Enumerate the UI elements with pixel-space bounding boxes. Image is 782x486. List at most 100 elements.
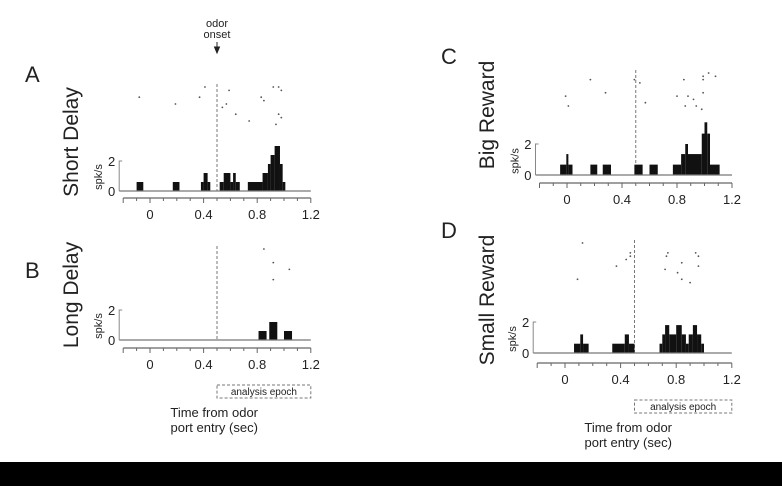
raster-spike (707, 72, 710, 74)
analysis-epoch-label: analysis epoch (231, 387, 297, 398)
raster-spike (676, 95, 678, 97)
analysis-epoch-label: analysis epoch (650, 402, 716, 413)
raster-spike (567, 105, 570, 107)
panel-title: Big Reward (476, 61, 499, 170)
x-tick-label: 1.2 (302, 357, 320, 372)
histogram-bar (580, 334, 584, 353)
histogram-bar (612, 343, 625, 353)
x-axis-label: Time from odor port entry (sec) (584, 420, 672, 450)
histogram-bar (662, 334, 666, 353)
y-axis-label: spk/s (93, 164, 105, 190)
y-axis-label: spk/s (93, 313, 105, 339)
y-axis-label: spk/s (507, 326, 519, 352)
raster-spike (702, 91, 705, 94)
x-axis-label: Time from odor port entry (sec) (170, 405, 258, 435)
histogram-bar (701, 343, 704, 353)
histogram-bar (685, 343, 689, 353)
raster-spike (633, 78, 636, 81)
panel-letter: A (25, 62, 40, 87)
histogram-bar (200, 182, 204, 191)
raster-spike (700, 108, 703, 111)
histogram-bar (707, 133, 710, 175)
bottom-bar (0, 462, 782, 486)
histogram-bar (628, 343, 635, 353)
raster-spike (604, 91, 607, 94)
histogram-bar (665, 325, 670, 353)
x-tick-label: 0.8 (248, 357, 266, 372)
odor-onset-annotation: odor onset (204, 18, 231, 41)
y-scale-bar (118, 309, 123, 340)
histogram-bar (269, 322, 278, 340)
y-scale-bar (535, 143, 539, 175)
x-tick-label: 0.4 (613, 192, 631, 207)
panel-letter: D (441, 218, 457, 243)
x-tick-label: 0 (561, 372, 568, 387)
raster-spike (665, 255, 668, 258)
histogram-bar (602, 164, 611, 175)
raster-spike (198, 96, 201, 99)
raster-spike (221, 106, 224, 109)
raster-spike (260, 96, 263, 99)
raster-spike (204, 86, 206, 88)
raster-spike (666, 252, 669, 254)
histogram-bar (284, 331, 293, 340)
histogram-bar (659, 343, 663, 353)
raster-spike (576, 278, 579, 281)
raster-spike (638, 82, 641, 84)
histogram-bar (685, 144, 688, 175)
raster-spike (272, 86, 275, 88)
histogram-bar (258, 331, 267, 340)
y-tick-label: 0 (108, 184, 115, 199)
raster-spike (629, 252, 632, 254)
raster-spike (695, 105, 698, 107)
raster-spike (225, 103, 228, 105)
histogram-bar (574, 343, 581, 353)
y-tick-label: 2 (108, 303, 115, 318)
panel-letter: B (25, 258, 40, 283)
histogram-bar (279, 164, 283, 191)
x-axis-label-line: port entry (sec) (584, 435, 671, 450)
y-tick-label: 0 (522, 346, 529, 361)
raster-spike (275, 123, 277, 126)
raster-spike (684, 105, 687, 107)
raster-spike (272, 278, 275, 281)
histogram-bar (676, 325, 682, 353)
histogram-bar (583, 343, 589, 353)
x-axis-label-line: Time from odor (584, 420, 672, 435)
analysis-epoch-box (216, 384, 312, 399)
raster-spike (694, 252, 697, 254)
x-tick-label: 0.4 (612, 372, 630, 387)
annotation-line: odor (206, 18, 228, 30)
raster-spike (702, 75, 705, 78)
raster-spike (676, 271, 679, 274)
x-tick-label: 1.2 (723, 372, 741, 387)
raster-spike (697, 265, 700, 267)
histogram-bar (688, 154, 702, 175)
raster-spike (625, 258, 628, 261)
raster-spike (581, 242, 584, 244)
x-tick-label: 1.2 (723, 192, 741, 207)
raster-spike (680, 278, 683, 281)
raster-spike (687, 95, 689, 97)
histogram-bar (203, 173, 208, 191)
x-tick-label: 0 (146, 357, 153, 372)
histogram-bar (634, 164, 643, 175)
histogram-bar (681, 154, 686, 175)
histogram-bar (672, 164, 682, 175)
x-tick-label: 0.8 (667, 372, 685, 387)
raster-spike (277, 113, 280, 116)
raster-spike (280, 116, 283, 119)
x-axis-label-line: port entry (sec) (170, 420, 257, 435)
y-tick-label: 2 (524, 137, 531, 152)
x-tick-label: 0.4 (195, 357, 213, 372)
histogram-bar (207, 182, 211, 191)
raster-spike (692, 98, 695, 101)
histogram-bar (282, 182, 286, 191)
panel-letter: C (441, 44, 457, 69)
